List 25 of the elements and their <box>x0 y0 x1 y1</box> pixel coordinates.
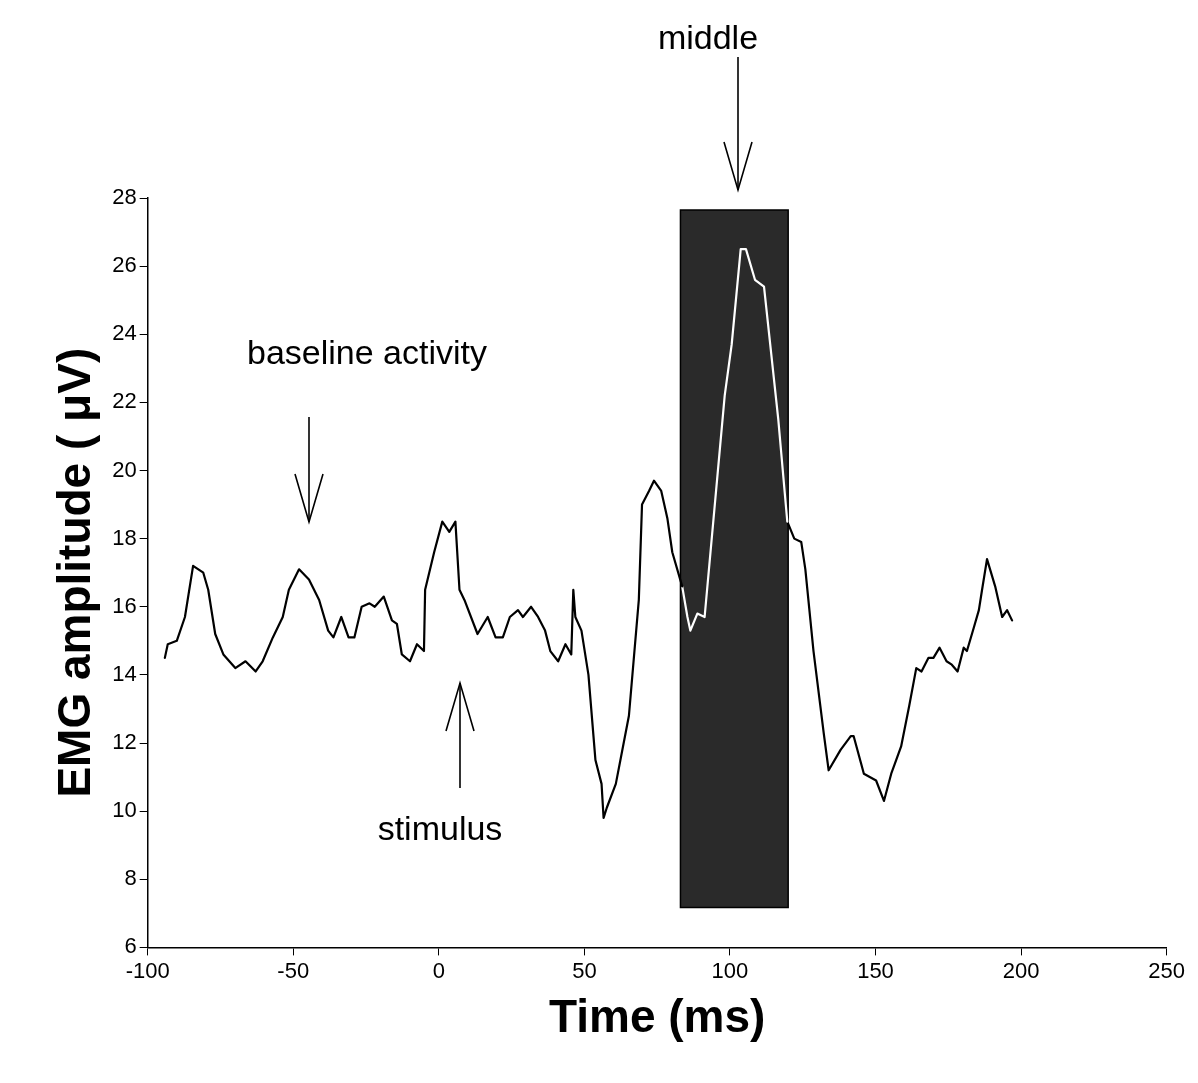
y-tick-label: 28 <box>112 184 137 210</box>
x-tick-label: 250 <box>1148 957 1186 983</box>
y-tick-label: 12 <box>112 729 137 755</box>
y-tick-label: 20 <box>112 456 137 482</box>
x-tick-label: -100 <box>125 957 170 983</box>
y-tick-label: 10 <box>112 797 137 823</box>
y-tick-label: 14 <box>112 660 137 686</box>
x-tick-label: 0 <box>432 957 445 983</box>
y-tick-label: 26 <box>112 252 137 278</box>
x-tick-label: 100 <box>711 957 749 983</box>
y-tick-label: 24 <box>112 320 137 346</box>
annotation: stimulus <box>377 808 503 848</box>
y-tick-label: 16 <box>112 592 137 618</box>
y-axis-title: EMG amplitude ( μV) <box>48 347 101 798</box>
x-axis-title: Time (ms) <box>548 990 766 1043</box>
y-tick-label: 6 <box>124 933 137 959</box>
y-tick-label: 8 <box>124 865 137 891</box>
x-tick-label: 150 <box>857 957 894 983</box>
x-tick-label: 200 <box>1002 957 1040 983</box>
y-tick-label: 18 <box>112 524 137 550</box>
y-tick-label: 22 <box>112 388 137 414</box>
x-tick-label: 50 <box>572 957 597 983</box>
annotation: baseline activity <box>246 332 488 372</box>
x-tick-label: -50 <box>277 957 310 983</box>
text: middle <box>657 17 759 57</box>
